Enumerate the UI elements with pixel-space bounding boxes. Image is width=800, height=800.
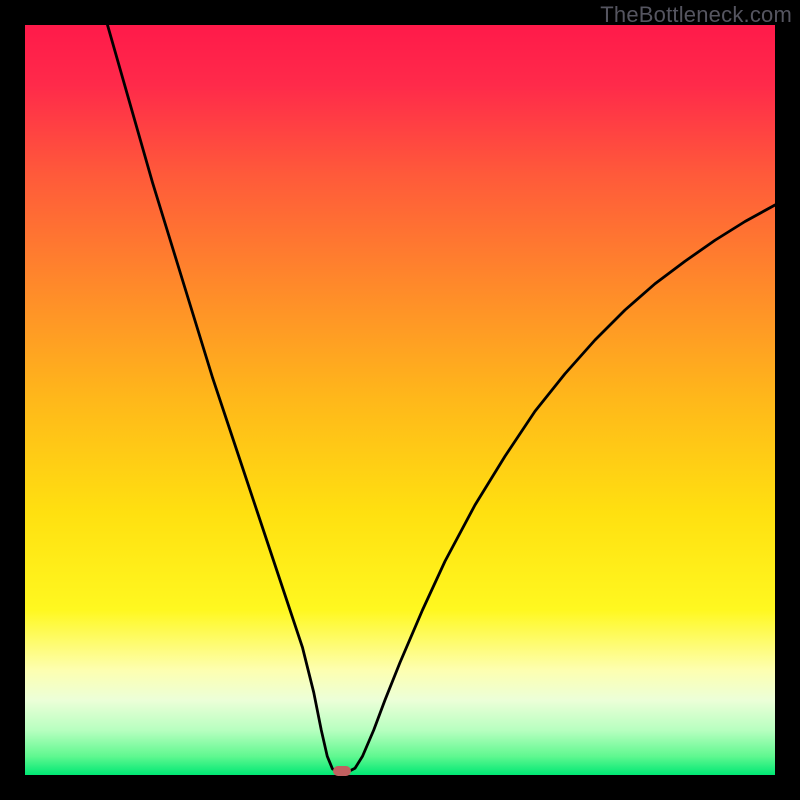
plot-area [25, 25, 775, 775]
bottleneck-curve [25, 25, 775, 775]
minimum-marker [333, 766, 351, 776]
chart-container: TheBottleneck.com [0, 0, 800, 800]
